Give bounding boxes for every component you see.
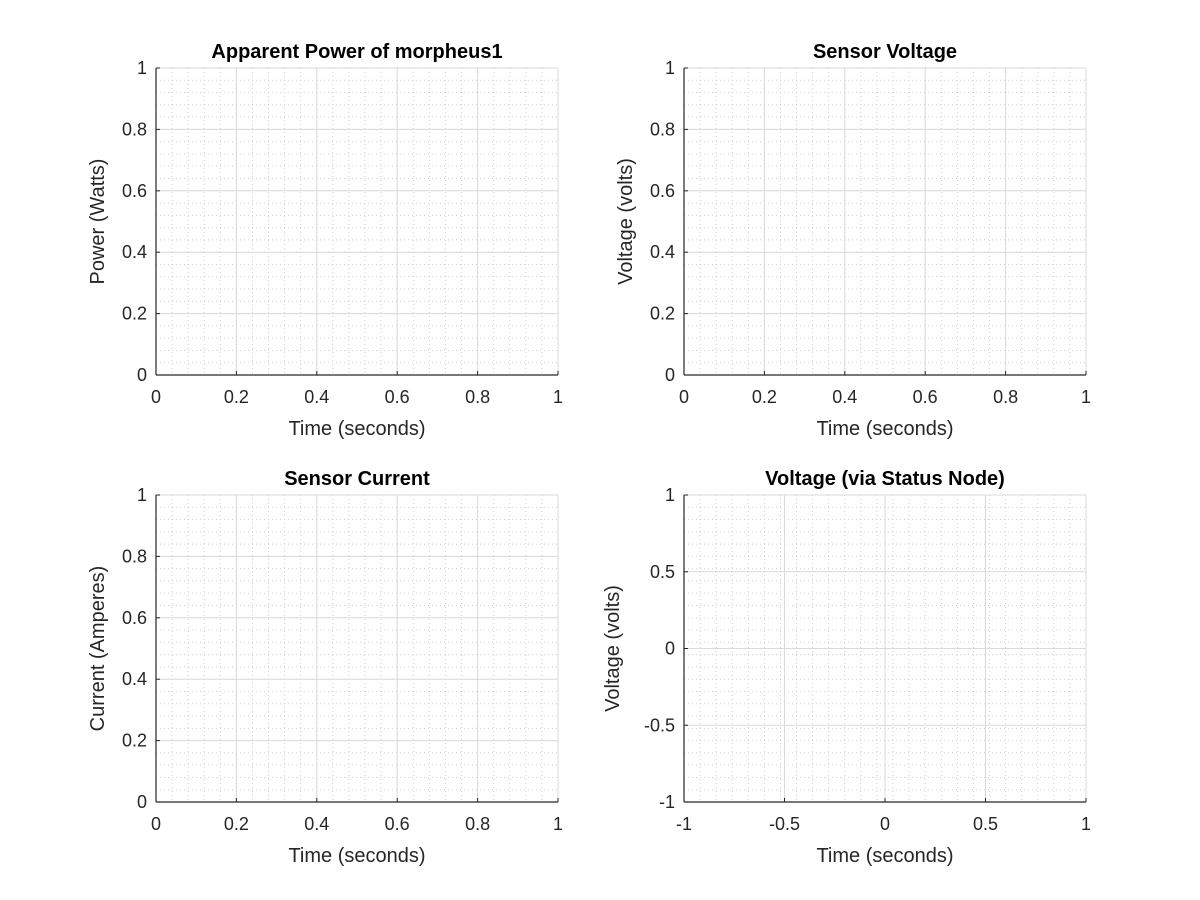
x-tick-label: 0.6 <box>385 814 410 834</box>
y-tick-label: 0.2 <box>122 731 147 751</box>
y-tick-label: 0 <box>137 365 147 385</box>
y-tick-label: 0.2 <box>650 304 675 324</box>
x-axis-label: Time (seconds) <box>288 418 425 440</box>
x-axis-label: Time (seconds) <box>288 845 425 867</box>
x-axis-label: Time (seconds) <box>816 845 953 867</box>
axes-1: 0 0.2 0.4 0.6 0.8 1 0 0.2 0.4 0.6 0.8 1 Apparent Pow… <box>87 41 563 440</box>
x-tick-label: 0.4 <box>304 814 329 834</box>
axes-3: 0 0.2 0.4 0.6 0.8 1 0 0.2 0.4 0.6 0.8 1 Sensor Curre… <box>87 468 563 867</box>
x-tick-label: 0.4 <box>304 387 329 407</box>
y-tick-label: 0.4 <box>650 242 675 262</box>
y-axis-label: Voltage (volts) <box>602 585 624 712</box>
x-tick-label: 0 <box>151 814 161 834</box>
y-tick-label: 0.8 <box>650 119 675 139</box>
y-tick-label: 0.6 <box>650 181 675 201</box>
y-tick-label: 0 <box>137 792 147 812</box>
x-tick-label: 0.6 <box>913 387 938 407</box>
x-tick-label: 1 <box>553 387 563 407</box>
y-tick-label: 0.4 <box>122 669 147 689</box>
axes-2: 0 0.2 0.4 0.6 0.8 1 0 0.2 0.4 0.6 0.8 1 Sensor Volta… <box>615 41 1091 440</box>
x-tick-label: 0.2 <box>752 387 777 407</box>
y-tick-label: 1 <box>665 58 675 78</box>
x-tick-label: 1 <box>553 814 563 834</box>
y-tick-label: 0 <box>665 639 675 659</box>
y-tick-label: 0.8 <box>122 546 147 566</box>
chart-title: Voltage (via Status Node) <box>765 468 1005 490</box>
x-tick-label: 0 <box>151 387 161 407</box>
y-tick-label: 0.6 <box>122 181 147 201</box>
y-tick-label: 0.8 <box>122 119 147 139</box>
x-tick-label: 0 <box>880 814 890 834</box>
y-tick-label: -1 <box>659 792 675 812</box>
x-tick-label: 0.2 <box>224 814 249 834</box>
x-tick-label: -0.5 <box>769 814 800 834</box>
x-tick-label: 0.8 <box>465 387 490 407</box>
y-tick-label: 0.5 <box>650 562 675 582</box>
x-tick-label: 0.2 <box>224 387 249 407</box>
y-axis-label: Current (Amperes) <box>87 566 109 732</box>
y-tick-label: 1 <box>137 58 147 78</box>
chart-title: Sensor Voltage <box>813 41 957 63</box>
y-axis-label: Power (Watts) <box>87 159 109 285</box>
chart-title: Sensor Current <box>284 468 430 490</box>
y-tick-label: 1 <box>665 485 675 505</box>
x-tick-label: 0.4 <box>832 387 857 407</box>
x-tick-label: 0 <box>679 387 689 407</box>
x-tick-label: -1 <box>676 814 692 834</box>
x-tick-label: 0.6 <box>385 387 410 407</box>
y-tick-label: 0.6 <box>122 608 147 628</box>
y-tick-label: 1 <box>137 485 147 505</box>
axes-4: -1 -0.5 0 0.5 1 -1 -0.5 0 0.5 1 Voltage (via Statu… <box>602 468 1091 867</box>
chart-title: Apparent Power of morpheus1 <box>211 41 502 63</box>
y-axis-label: Voltage (volts) <box>615 158 637 285</box>
y-tick-label: -0.5 <box>644 715 675 735</box>
x-tick-label: 0.8 <box>465 814 490 834</box>
x-tick-label: 1 <box>1081 387 1091 407</box>
y-tick-label: 0.4 <box>122 242 147 262</box>
x-tick-label: 0.5 <box>973 814 998 834</box>
x-tick-label: 1 <box>1081 814 1091 834</box>
y-tick-label: 0 <box>665 365 675 385</box>
x-axis-label: Time (seconds) <box>816 418 953 440</box>
x-tick-label: 0.8 <box>993 387 1018 407</box>
y-tick-label: 0.2 <box>122 304 147 324</box>
